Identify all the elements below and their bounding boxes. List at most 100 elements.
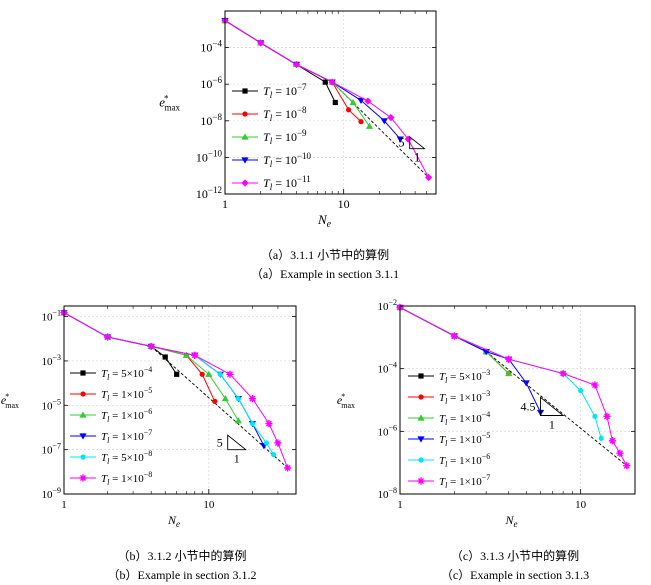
marker-diamond: [257, 39, 265, 47]
slope-label: 4.5: [521, 399, 536, 413]
caption-c-cn: （c）3.1.3 小节中的算例: [450, 549, 580, 563]
chart-2: 4.5 1 Tl = 5×10−3 Tl = 1×10−3 Tl = 1×10−4 Tl …: [337, 298, 636, 529]
caption-a-cn: （a）3.1.1 小节中的算例: [260, 248, 390, 262]
marker-star: [248, 395, 257, 403]
marker-triangle-down: [241, 157, 249, 164]
marker-triangle-up: [349, 98, 357, 106]
caption-b-en: （b）Example in section 3.1.2: [107, 568, 257, 582]
x-axis-label: Ne: [167, 513, 180, 529]
marker-circle: [592, 413, 598, 419]
marker-square: [174, 371, 180, 377]
legend-label: Tl = 10−7: [263, 82, 307, 100]
legend-label: Tl = 10−9: [263, 128, 307, 146]
y-axis-label: e* max: [159, 94, 180, 113]
marker-star: [284, 464, 292, 472]
marker-circle: [263, 440, 270, 446]
legend-entry: Tl = 10−8: [232, 105, 307, 123]
legend-entry: Tl = 10−9: [232, 128, 307, 146]
marker-star: [79, 474, 87, 482]
legend-entry: Tl = 1×10−5: [70, 386, 152, 403]
legend-label: Tl = 1×10−5: [439, 431, 490, 448]
chart-1: 5 1 Tl = 5×10−4 Tl = 1×10−5 Tl = 1×10−6 Tl = …: [1, 305, 297, 529]
legend-entry: Tl = 5×10−4: [70, 365, 152, 382]
legend-label: Tl = 1×10−4: [439, 410, 490, 427]
marker-star: [226, 370, 234, 378]
marker-triangle-up: [417, 414, 425, 421]
marker-circle: [270, 451, 277, 458]
marker-circle: [212, 398, 218, 404]
legend-label: Tl = 5×10−3: [439, 368, 490, 385]
legend-label: Tl = 10−10: [263, 151, 312, 169]
series-0: [61, 310, 180, 377]
legend-label: Tl = 10−11: [263, 174, 311, 192]
x-tick-label: 1: [222, 197, 228, 211]
reference-line: [150, 346, 288, 469]
legend-entry: Tl = 5×10−3: [408, 368, 490, 385]
legend-label: Tl = 1×10−6: [439, 452, 490, 469]
legend-label: Tl = 10−8: [263, 105, 307, 123]
x-axis-label: Ne: [317, 212, 332, 230]
x-tick-label: 1: [397, 499, 403, 511]
marker-triangle-down: [417, 436, 425, 443]
chart-0: 5 1 Tl = 10−7 Tl = 10−8 Tl = 10−9 Tl = 10−10 T…: [159, 10, 437, 230]
marker-star: [417, 477, 425, 485]
plot-frame: [399, 305, 636, 495]
marker-circle: [249, 420, 256, 427]
legend-entry: Tl = 5×10−8: [70, 449, 152, 466]
marker-square: [80, 370, 86, 376]
marker-triangle-down: [357, 97, 365, 105]
marker-circle: [235, 396, 241, 402]
series-line: [224, 20, 430, 178]
marker-triangle-up: [182, 351, 190, 358]
marker-star: [603, 412, 611, 420]
marker-square: [162, 354, 168, 360]
series-5: [396, 303, 631, 470]
y-tick-label: 10−8: [200, 112, 222, 128]
plot-frame: [63, 305, 297, 495]
series-4: [221, 16, 433, 182]
legend-label: Tl = 1×10−3: [439, 389, 490, 406]
slope-label: 5: [217, 435, 223, 449]
reference-line: [485, 351, 628, 467]
marker-star: [147, 342, 155, 351]
x-axis-label: Ne: [504, 513, 517, 529]
y-tick-label: 10−12: [196, 185, 222, 201]
marker-triangle-up: [221, 395, 229, 402]
x-tick-label: 1: [61, 499, 67, 511]
marker-star: [265, 419, 273, 428]
marker-circle: [242, 111, 248, 117]
legend-entry: Tl = 1×10−6: [70, 407, 152, 424]
slope-triangle: [409, 135, 426, 150]
marker-star: [505, 355, 513, 363]
legend-entry: Tl = 10−7: [232, 82, 307, 100]
marker-circle: [578, 387, 584, 394]
x-tick-label: 10: [575, 499, 587, 511]
marker-diamond: [387, 113, 395, 122]
marker-triangle-up: [241, 133, 249, 140]
slope-triangle: [540, 396, 565, 416]
series-line: [63, 312, 289, 469]
series-4: [61, 310, 277, 458]
y-tick-label: 10−9: [41, 486, 61, 501]
caption-c-en: （c）Example in section 3.1.3: [440, 568, 590, 582]
marker-star: [450, 332, 458, 340]
legend-entry: Tl = 10−11: [232, 174, 311, 192]
y-tick-label: 10−1: [41, 309, 61, 324]
marker-star: [616, 449, 624, 457]
legend-entry: Tl = 10−10: [232, 151, 312, 169]
plot-frame: [224, 10, 437, 195]
marker-circle: [217, 371, 223, 377]
marker-triangle-down: [79, 433, 87, 440]
marker-triangle-up: [205, 370, 213, 377]
marker-circle: [199, 371, 205, 377]
series-3: [60, 310, 268, 450]
marker-circle: [345, 107, 352, 113]
slope-label: 5: [398, 135, 405, 150]
y-tick-label: 10−4: [377, 361, 397, 376]
marker-diamond: [328, 78, 336, 86]
x-tick-label: 10: [338, 197, 350, 211]
caption-b-cn: （b）3.1.2 小节中的算例: [117, 549, 247, 563]
marker-star: [274, 439, 282, 447]
legend-label: Tl = 1×10−6: [101, 407, 152, 424]
